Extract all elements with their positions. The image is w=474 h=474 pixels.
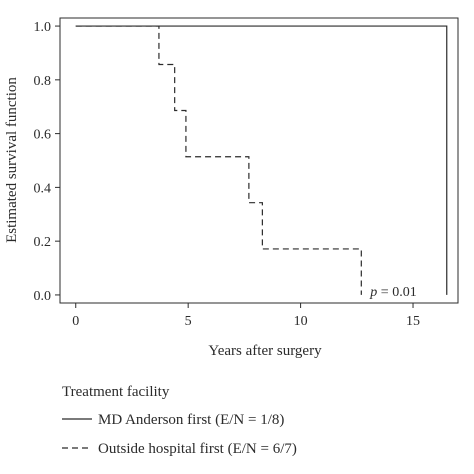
p-value-annotation: p = 0.01 — [369, 285, 416, 300]
survival-curve-outside-hospital — [75, 25, 362, 295]
x-tick-label: 15 — [406, 314, 420, 329]
y-axis-title: Estimated survival function — [4, 77, 20, 243]
survival-curve-md-anderson — [75, 25, 448, 295]
y-tick-label: 0.8 — [34, 74, 52, 89]
y-tick-label: 0.6 — [34, 128, 52, 143]
y-tick-label: 1.0 — [34, 20, 52, 35]
series-layer — [75, 25, 448, 295]
x-tick-label: 5 — [185, 314, 192, 329]
legend-title: Treatment facility — [62, 384, 170, 400]
plot-frame — [59, 17, 459, 304]
y-tick-label: 0.2 — [34, 235, 52, 250]
x-tick-label: 0 — [72, 314, 79, 329]
p-value-text: = 0.01 — [377, 285, 416, 300]
x-tick-label: 10 — [294, 314, 308, 329]
legend-label-outside-hospital: Outside hospital first (E/N = 6/7) — [98, 441, 297, 457]
y-tick-label: 0.4 — [34, 181, 52, 196]
x-axis-title: Years after surgery — [208, 343, 322, 359]
ticks-layer: 0 5 10 15 0.0 0.2 0.4 0.6 0.8 1.0 — [34, 20, 421, 329]
legend-label-md-anderson: MD Anderson first (E/N = 1/8) — [98, 412, 284, 428]
y-tick-label: 0.0 — [34, 289, 52, 304]
p-symbol: p — [369, 285, 377, 300]
